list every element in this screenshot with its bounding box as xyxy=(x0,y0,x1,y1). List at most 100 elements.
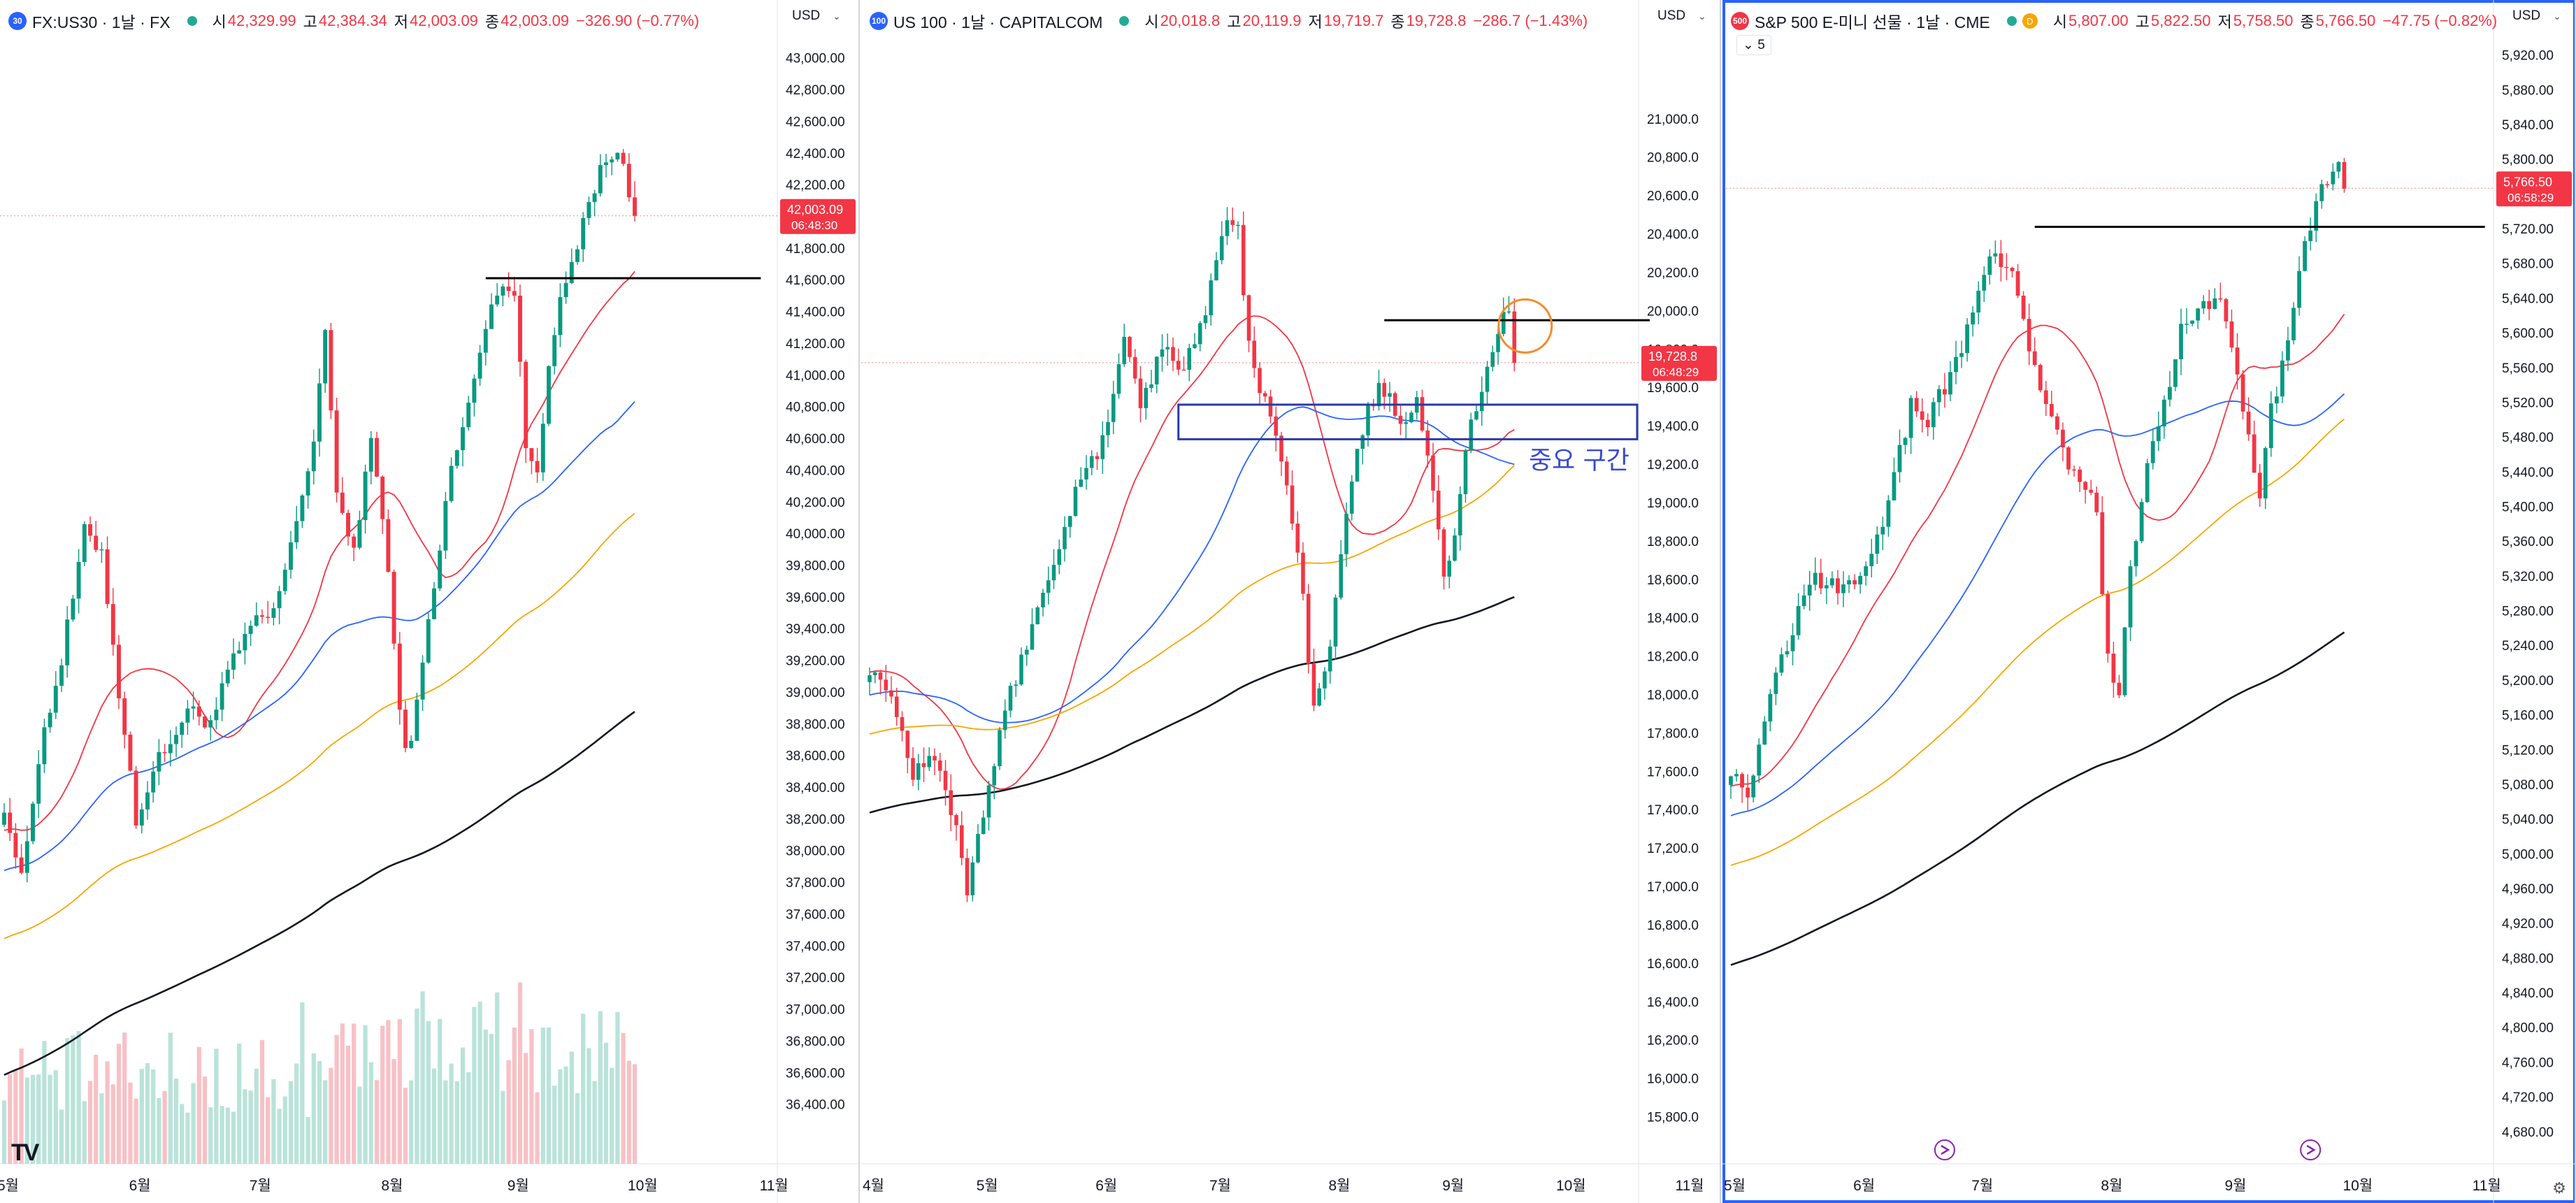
candle xyxy=(1729,775,1733,799)
currency-label: USD xyxy=(1657,8,1686,23)
candle xyxy=(352,533,357,561)
pane-es[interactable]: 4,680.00 4,720.00 4,760.00 4,800.00 4,840.00… xyxy=(1722,0,2576,1203)
gear-icon[interactable]: ⚙ xyxy=(2552,1179,2566,1197)
candle xyxy=(2268,391,2273,457)
currency-button[interactable]: USD ⌄ xyxy=(792,8,841,24)
candle xyxy=(1111,380,1116,435)
candle xyxy=(563,271,568,304)
candle xyxy=(2331,163,2336,191)
price-tick-label: 18,200.0 xyxy=(1647,650,1699,665)
price-tick-label: 18,600.0 xyxy=(1647,573,1699,588)
candle xyxy=(454,449,459,469)
price-tick-label: 17,600.0 xyxy=(1647,765,1699,779)
candle xyxy=(1779,647,1784,677)
volume-bar xyxy=(615,1011,620,1164)
change-value: −286.7 (−1.43%) xyxy=(1473,12,1588,29)
candle xyxy=(2218,282,2223,303)
volume-bar xyxy=(397,1018,402,1164)
volume-bar xyxy=(254,1068,259,1164)
tradingview-logo[interactable]: TV xyxy=(11,1139,39,1166)
candle xyxy=(1404,412,1409,440)
event-marker-icon[interactable] xyxy=(2300,1139,2322,1160)
symbol-title[interactable]: FX:US30 · 1날 · FX xyxy=(32,13,171,31)
price-tick-label: 19,400.0 xyxy=(1647,419,1699,434)
volume-bar xyxy=(506,1060,511,1164)
volume-bar xyxy=(363,1025,368,1164)
candle xyxy=(2004,252,2009,280)
currency-button[interactable]: USD ⌄ xyxy=(1657,8,1706,24)
currency-label: USD xyxy=(792,8,821,23)
time-tick-label: 11월 xyxy=(2473,1178,2501,1194)
candle xyxy=(386,509,391,572)
price-tick-label: 37,200.00 xyxy=(786,971,845,986)
candle xyxy=(415,693,419,742)
candle xyxy=(1925,413,1930,437)
price-tick-label: 36,800.00 xyxy=(786,1035,845,1049)
candle xyxy=(438,545,442,591)
volume-bar xyxy=(449,1063,454,1164)
price-tick-label: 38,400.00 xyxy=(786,781,845,795)
candle xyxy=(615,152,620,162)
candle xyxy=(1914,391,1919,417)
volume-bar xyxy=(305,1116,310,1164)
volume-bar xyxy=(632,1064,638,1164)
candle xyxy=(540,412,545,482)
low-label: 저 xyxy=(2217,13,2232,31)
candle xyxy=(2134,539,2138,577)
price-tick-label: 40,800.00 xyxy=(786,401,845,415)
price-axis: 15,800.0 16,000.0 16,200.0 16,400.0 16,600.0… xyxy=(1647,113,1699,1125)
candle xyxy=(529,448,534,475)
volume-bar xyxy=(8,1074,13,1164)
time-tick-label: 11월 xyxy=(760,1178,789,1194)
pane-us30[interactable]: 36,400.00 36,600.00 36,800.00 37,000.00 37,2… xyxy=(0,0,860,1203)
price-tick-label: 4,840.00 xyxy=(2502,986,2554,1001)
candle xyxy=(1920,398,1924,433)
candle xyxy=(403,700,408,753)
time-tick-label: 6월 xyxy=(1095,1178,1117,1194)
time-tick-label: 8월 xyxy=(1329,1178,1351,1194)
candle xyxy=(203,714,207,729)
candle xyxy=(1807,570,1812,611)
price-tick-label: 5,480.00 xyxy=(2502,431,2554,445)
chart-nas100[interactable]: 15,800.0 16,000.0 16,200.0 16,400.0 16,600.0… xyxy=(861,0,1721,1203)
change-value: −326.90 (−0.77%) xyxy=(576,12,700,29)
price-tick-label: 39,000.00 xyxy=(786,686,845,700)
candle xyxy=(1203,305,1208,329)
candle xyxy=(2252,420,2257,473)
pane-nas100[interactable]: 15,800.0 16,000.0 16,200.0 16,400.0 16,600.0… xyxy=(861,0,1721,1203)
candle xyxy=(1122,324,1127,367)
candle xyxy=(878,670,883,695)
candle xyxy=(2274,387,2279,414)
candle xyxy=(128,731,133,772)
candle xyxy=(1262,391,1267,402)
candle xyxy=(1041,589,1045,617)
candle xyxy=(1785,640,1790,658)
candle xyxy=(1841,571,1845,607)
currency-button[interactable]: USD ⌄ xyxy=(2512,8,2561,24)
symbol-title[interactable]: S&P 500 E-미니 선물 · 1날 · CME xyxy=(1755,13,1990,31)
chart-us30[interactable]: 36,400.00 36,600.00 36,800.00 37,000.00 37,2… xyxy=(0,0,860,1203)
candle xyxy=(2027,303,2031,366)
candle xyxy=(1327,640,1332,684)
close-value: 42,003.09 xyxy=(501,12,570,29)
volume-bar xyxy=(420,991,425,1164)
candle xyxy=(477,345,482,386)
candle xyxy=(1431,442,1435,503)
chart-es[interactable]: 4,680.00 4,720.00 4,760.00 4,800.00 4,840.00… xyxy=(1722,0,2576,1203)
delayed-data-icon: D xyxy=(2022,13,2038,29)
candle xyxy=(1447,555,1452,589)
volume-bar xyxy=(323,1080,328,1164)
indicator-collapse-button[interactable]: ⌄ 5 xyxy=(1736,35,1771,55)
volume-bar xyxy=(82,1101,87,1164)
candle xyxy=(2207,289,2212,321)
event-marker-icon[interactable] xyxy=(1934,1139,1955,1160)
price-tick-label: 5,800.00 xyxy=(2502,153,2554,168)
candle xyxy=(76,549,81,614)
important-zone-box xyxy=(1177,403,1639,440)
candle xyxy=(1106,410,1110,448)
volume-bar xyxy=(483,1029,488,1164)
price-tick-label: 5,440.00 xyxy=(2502,466,2554,480)
symbol-title[interactable]: US 100 · 1날 · CAPITALCOM xyxy=(893,13,1103,31)
price-tick-label: 4,680.00 xyxy=(2502,1125,2554,1140)
price-tick-label: 36,600.00 xyxy=(786,1066,845,1081)
